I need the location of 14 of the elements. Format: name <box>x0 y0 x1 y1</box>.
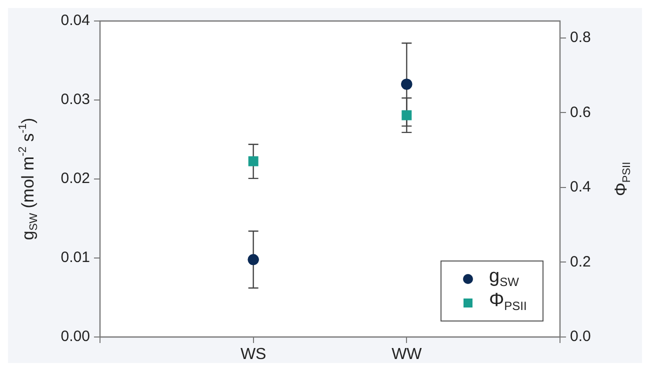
y2-axis-title: ΦPSII <box>612 162 634 196</box>
y-axis-title: gSW (mol m-2 s-1) <box>17 118 40 240</box>
y-tick-label: 0.02 <box>60 170 90 188</box>
y2-tick-label: 0.0 <box>570 328 591 346</box>
y2-tick-label: 0.2 <box>570 253 591 270</box>
y-tick-label: 0.04 <box>60 12 90 30</box>
y-tick-label: 0.01 <box>60 249 90 266</box>
y-tick-label: 0.00 <box>60 328 90 346</box>
x-tick-label: WW <box>392 346 423 364</box>
y2-tick-label: 0.8 <box>570 28 591 46</box>
y2-tick-label: 0.4 <box>570 178 591 196</box>
y2-tick-label: 0.6 <box>570 104 591 121</box>
y-tick-label: 0.03 <box>60 91 90 108</box>
x-tick-label: WS <box>240 346 266 364</box>
